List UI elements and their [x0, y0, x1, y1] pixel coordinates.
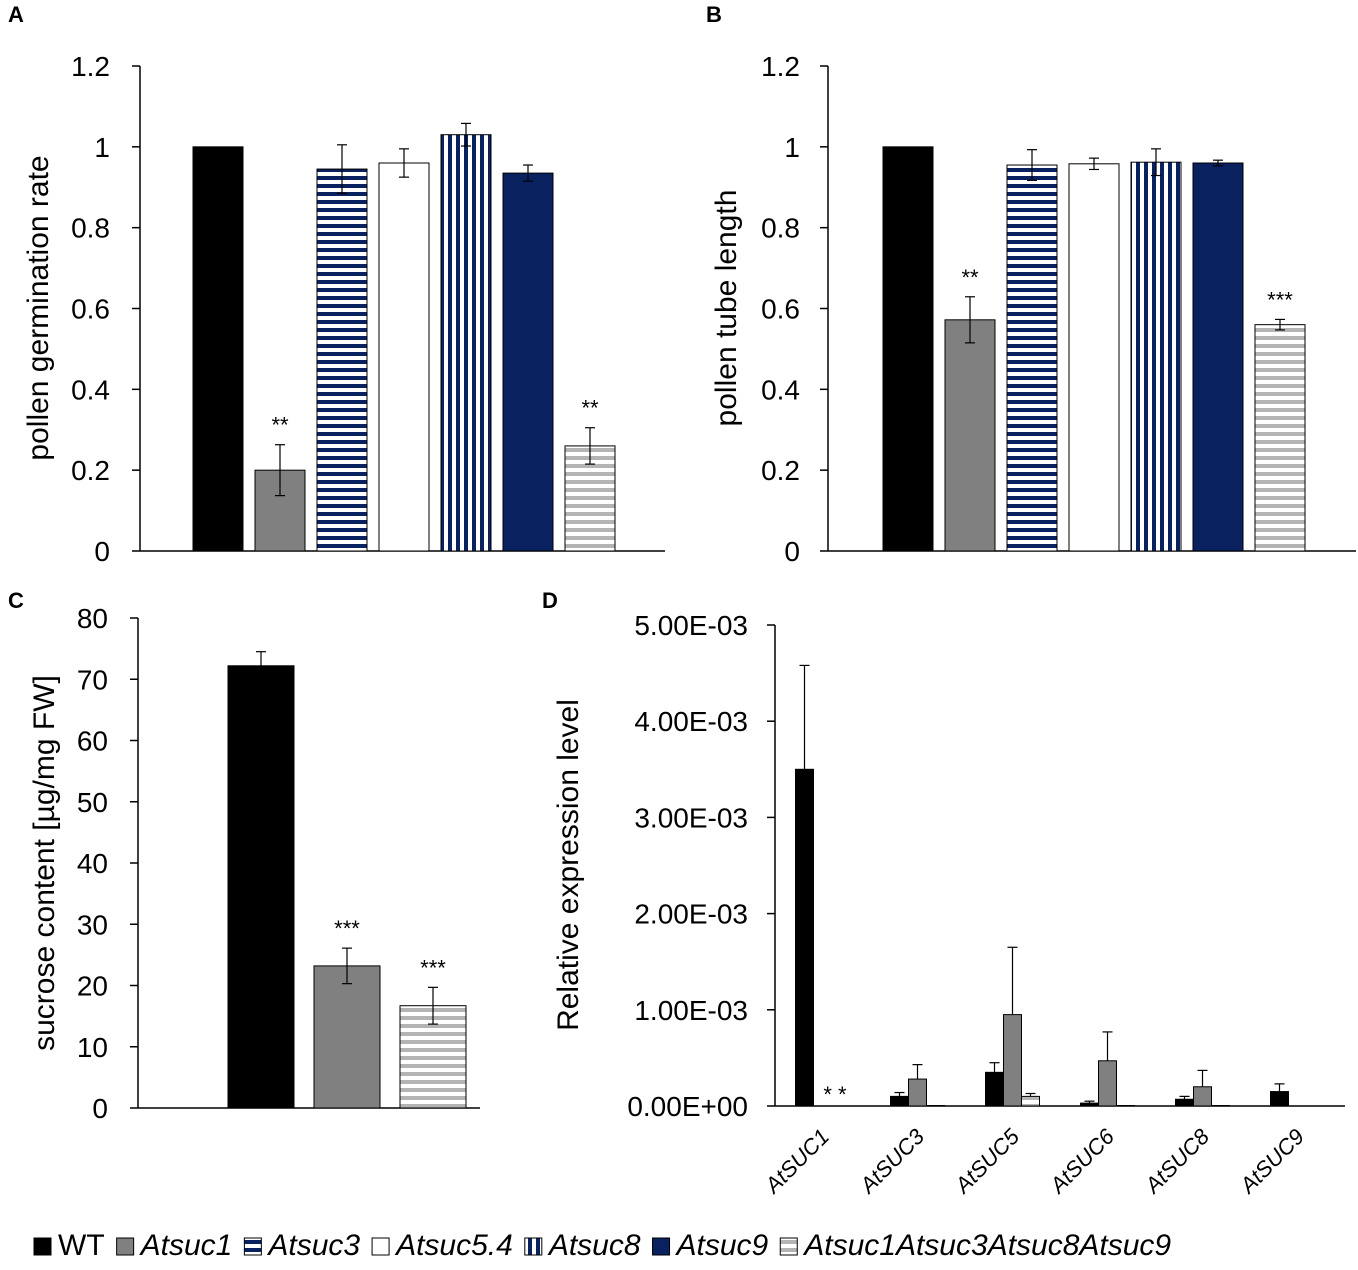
bar-wt [227, 665, 295, 1109]
y-tick-label: 0 [92, 1093, 108, 1124]
legend-label-suc3: Atsuc3 [266, 1229, 360, 1262]
y-tick-label: 0.4 [71, 374, 110, 405]
y-tick-label: 0.6 [71, 294, 110, 325]
y-tick-label: 5.00E-03 [634, 610, 748, 641]
y-axis-label: Relative expression level [552, 699, 585, 1031]
bar-wt [890, 1095, 909, 1107]
legend-swatch-suc9 [652, 1237, 671, 1256]
y-tick-label: 60 [77, 726, 108, 757]
y-axis-label: sucrose content [µg/mg FW] [28, 675, 61, 1051]
legend-label-suc8: Atsuc8 [547, 1229, 641, 1262]
y-tick-label: 20 [77, 971, 108, 1002]
y-tick-label: 50 [77, 787, 108, 818]
bar-suc54 [378, 162, 430, 552]
panel-a-chart: 0 0.2 0.4 0.6 0.8 1 1.2 pollen germination rate… [22, 51, 665, 567]
y-tick-label: 1 [94, 132, 110, 163]
y-tick-label: 10 [77, 1032, 108, 1063]
legend-label-suc54: Atsuc5.4 [394, 1229, 513, 1262]
panel-letter-d: D [542, 588, 558, 613]
y-axis-label: pollen germination rate [22, 155, 55, 460]
y-tick-label: 30 [77, 909, 108, 940]
bar-quad [1254, 324, 1306, 552]
bar-wt [192, 146, 244, 552]
significance-label: ** [271, 413, 289, 438]
y-tick-label: 4.00E-03 [634, 706, 748, 737]
y-axis-label: pollen tube length [710, 190, 743, 427]
y-tick-label: 0.2 [761, 455, 800, 486]
legend-label-suc9: Atsuc9 [675, 1229, 769, 1262]
x-tick-label: AtSUC6 [1044, 1123, 1120, 1199]
legend-label-wt: WT [58, 1229, 105, 1262]
y-tick-label: 80 [77, 603, 108, 634]
y-tick-label: 40 [77, 848, 108, 879]
bar-suc1 [908, 1078, 927, 1107]
bar-suc54 [1068, 163, 1120, 552]
legend-swatch-suc1 [116, 1237, 135, 1256]
bar-suc8 [1130, 161, 1182, 552]
legend: WT Atsuc1 Atsuc3 Atsuc5.4 Atsuc8 Atsuc9 Atsuc1… [33, 1229, 1171, 1262]
panel-c-chart: 0 10 20 30 40 50 60 70 80 sucrose content [µg/mg … [28, 603, 480, 1124]
significance-label: ** [961, 265, 979, 290]
bar-suc3 [1006, 164, 1058, 552]
bar-quad [1021, 1095, 1040, 1107]
significance-label: * * [823, 1082, 847, 1107]
panel-letter-c: C [8, 588, 24, 613]
legend-label-quad: Atsuc1Atsuc3Atsuc8Atsuc9 [802, 1229, 1171, 1262]
panel-letter-a: A [8, 2, 24, 27]
x-tick-label: AtSUC3 [854, 1123, 930, 1199]
legend-label-suc1: Atsuc1 [139, 1229, 233, 1262]
bar-suc1 [944, 319, 996, 552]
legend-swatch-suc8 [524, 1237, 543, 1256]
y-tick-label: 0.6 [761, 294, 800, 325]
x-tick-label: AtSUC8 [1139, 1123, 1215, 1199]
bar-suc1 [1193, 1086, 1212, 1107]
y-tick-label: 0.8 [71, 213, 110, 244]
y-tick-label: 0.8 [761, 213, 800, 244]
significance-label: *** [1267, 287, 1293, 312]
y-tick-label: 1.2 [761, 51, 800, 82]
significance-label: *** [420, 955, 446, 980]
y-tick-label: 70 [77, 664, 108, 695]
bar-wt [1175, 1098, 1194, 1107]
bar-wt [985, 1071, 1004, 1107]
y-tick-label: 2.00E-03 [634, 899, 748, 930]
y-tick-label: 1 [784, 132, 800, 163]
significance-label: ** [581, 396, 599, 421]
legend-swatch-quad [779, 1237, 798, 1256]
bar-suc1 [313, 965, 381, 1109]
y-tick-label: 0.00E+00 [627, 1091, 748, 1122]
y-tick-label: 3.00E-03 [634, 802, 748, 833]
bar-suc1 [1098, 1060, 1117, 1107]
y-tick-label: 1.2 [71, 51, 110, 82]
bar-wt [882, 146, 934, 552]
bar-suc9 [502, 172, 554, 552]
y-tick-label: 0 [94, 536, 110, 567]
x-tick-label: AtSUC1 [759, 1124, 834, 1199]
bar-wt [1080, 1102, 1099, 1107]
bar-suc1 [1003, 1014, 1022, 1107]
x-tick-label: AtSUC5 [949, 1123, 1025, 1199]
panel-d-chart: 0.00E+00 1.00E-03 2.00E-03 3.00E-03 4.00E-03… [552, 610, 1345, 1199]
y-tick-label: 0.2 [71, 455, 110, 486]
legend-swatch-wt [33, 1237, 52, 1256]
panel-letter-b: B [706, 2, 722, 27]
bar-wt [795, 768, 814, 1107]
legend-swatch-suc54 [371, 1237, 390, 1256]
y-tick-label: 0 [784, 536, 800, 567]
y-tick-label: 0.4 [761, 374, 800, 405]
x-tick-label: AtSUC9 [1234, 1124, 1309, 1199]
bar-suc8 [440, 134, 492, 552]
bar-wt [1270, 1091, 1289, 1107]
y-tick-label: 1.00E-03 [634, 995, 748, 1026]
significance-label: *** [334, 916, 360, 941]
legend-swatch-suc3 [243, 1237, 262, 1256]
bar-suc3 [316, 168, 368, 552]
bar-suc9 [1192, 162, 1244, 552]
